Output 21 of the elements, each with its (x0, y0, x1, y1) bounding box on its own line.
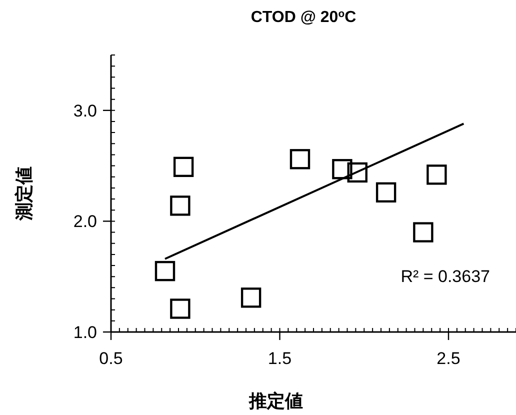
chart-title: CTOD @ 20$^{o}$C (250, 8, 357, 26)
point (376, 182, 396, 202)
point (413, 222, 434, 242)
point (240, 288, 262, 308)
point (170, 298, 190, 319)
annotation: R² = 0.3637 (400, 267, 490, 286)
y-tick-label: 3.0 (73, 101, 97, 120)
point (154, 260, 176, 282)
y-axis-title: 測定値 (14, 166, 34, 222)
x-tick-label: 2.5 (436, 349, 460, 368)
point (332, 159, 352, 180)
point (173, 156, 194, 178)
x-tick-label: 0.5 (99, 349, 123, 368)
y-tick-label: 2.0 (73, 212, 97, 232)
point (170, 196, 190, 216)
point (426, 164, 447, 185)
x-axis-title: 推定値 (248, 391, 303, 411)
y-tick-label: 1.0 (73, 323, 97, 342)
point (347, 162, 368, 183)
x-tick-label: 1.5 (268, 349, 292, 368)
point (290, 149, 310, 170)
